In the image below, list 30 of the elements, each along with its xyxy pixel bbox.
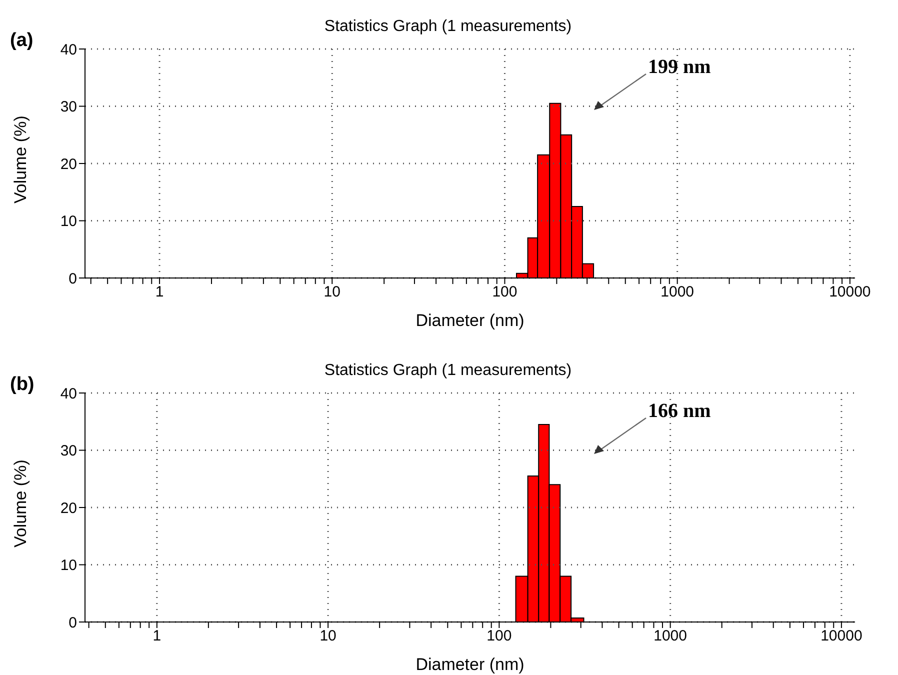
x-tick-label: 10 (324, 284, 340, 301)
y-tick-label: 0 (68, 270, 77, 288)
y-tick-label: 40 (60, 41, 77, 58)
x-axis-title: Diameter (nm) (416, 655, 524, 674)
y-tick-label: 20 (60, 156, 77, 173)
x-tick-label: 10000 (829, 284, 871, 301)
x-tick-label: 1 (155, 284, 164, 301)
x-tick-label: 1000 (654, 628, 688, 645)
annotation: 199 nm (648, 56, 711, 79)
text: (b) (10, 374, 34, 396)
y-tick-label: 10 (60, 557, 77, 574)
chart-title: Statistics Graph (1 measurements) (324, 18, 572, 35)
x-tick-label: 100 (492, 284, 518, 301)
chart-title: Statistics Graph (1 measurements) (324, 362, 572, 379)
x-tick-label: 100 (486, 628, 512, 645)
annotation: 166 nm (648, 400, 711, 423)
y-tick-label: 10 (60, 213, 77, 230)
x-axis-title: Diameter (nm) (416, 311, 524, 330)
x-tick-label: 1000 (660, 284, 694, 301)
y-tick-label: 0 (68, 614, 77, 632)
x-tick-label: 10000 (820, 628, 862, 645)
text: (a) (10, 30, 34, 52)
y-axis-title: Volume (%) (11, 460, 30, 548)
y-tick-label: 20 (60, 500, 77, 517)
y-axis-title: Volume (%) (11, 116, 30, 204)
y-tick-label: 30 (60, 98, 77, 116)
x-tick-label: 1 (152, 628, 162, 645)
y-tick-label: 40 (60, 385, 77, 402)
x-tick-label: 10 (320, 628, 336, 645)
y-tick-label: 30 (60, 442, 77, 460)
